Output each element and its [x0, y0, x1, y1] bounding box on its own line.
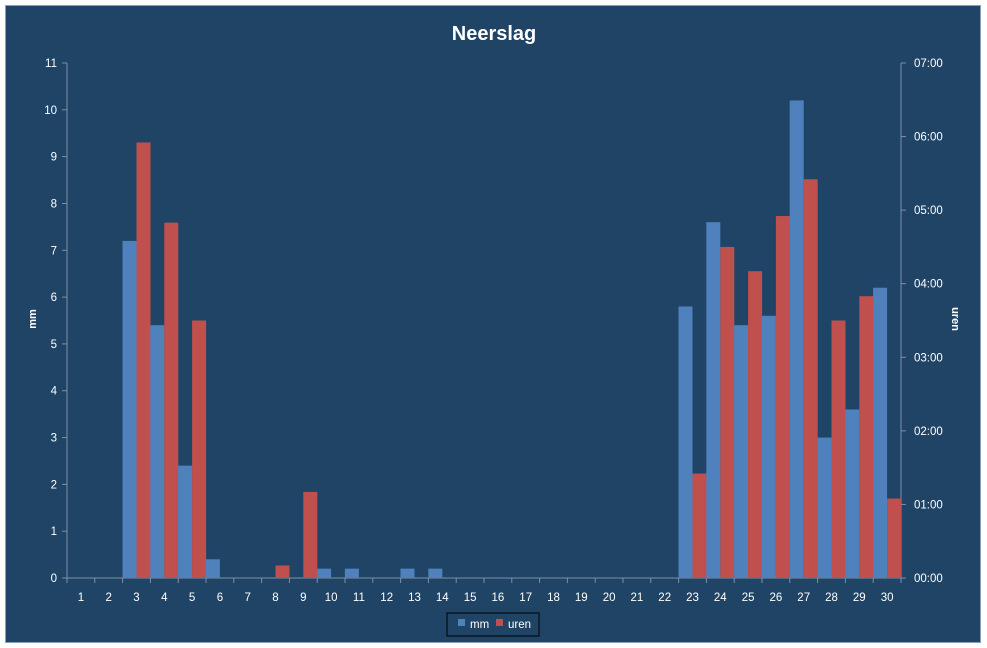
y2-tick-label: 05:00	[914, 205, 943, 217]
x-tick-label: 27	[797, 592, 810, 604]
bar-mm	[678, 306, 693, 578]
bar-mm	[845, 409, 860, 578]
bar-uren	[136, 142, 151, 578]
x-tick-label: 16	[492, 592, 505, 604]
x-tick-label: 17	[519, 592, 532, 604]
x-tick-label: 14	[436, 592, 449, 604]
bar-uren	[831, 320, 846, 578]
legend-box	[446, 612, 540, 637]
bar-mm	[150, 325, 165, 578]
y-tick-label: 10	[44, 105, 57, 117]
y-tick-label: 0	[51, 573, 57, 585]
legend: mm uren	[446, 612, 540, 637]
bar-mm	[873, 287, 888, 578]
x-tick-label: 24	[714, 592, 727, 604]
x-tick-label: 9	[300, 592, 306, 604]
legend-label-mm: mm	[470, 619, 489, 631]
x-tick-label: 30	[881, 592, 894, 604]
y-tick-label: 9	[51, 152, 57, 164]
bar-uren	[803, 179, 818, 578]
y-tick-label: 6	[51, 292, 57, 304]
chart-frame: Neerslag mm uren 0 1 2 3 4 5 6 7 8 9 10 11 00:00 01:0…	[5, 5, 981, 643]
y2-tick-label: 07:00	[914, 58, 943, 70]
x-tick-label: 26	[770, 592, 783, 604]
x-tick-label: 3	[133, 592, 139, 604]
x-tick-label: 11	[353, 592, 365, 604]
bar-mm	[317, 568, 332, 578]
legend-swatch-uren	[496, 619, 503, 626]
bar-uren	[748, 271, 763, 578]
bar-mm	[400, 568, 415, 578]
x-tick-label: 5	[189, 592, 195, 604]
bar-mm	[734, 325, 749, 578]
bar-uren	[775, 216, 790, 578]
x-tick-label: 21	[631, 592, 644, 604]
bar-mm	[428, 568, 443, 578]
y-tick-label: 7	[51, 245, 57, 257]
x-tick-label: 15	[464, 592, 477, 604]
legend-swatch-mm	[458, 619, 465, 626]
y2-tick-label: 06:00	[914, 132, 943, 144]
bar-mm	[344, 568, 359, 578]
bar-uren	[303, 491, 318, 578]
y2-tick-label: 01:00	[914, 499, 943, 511]
x-tick-label: 6	[217, 592, 223, 604]
y2-axis-title: uren	[949, 307, 961, 331]
x-tick-label: 8	[272, 592, 278, 604]
x-tick-label: 4	[161, 592, 168, 604]
x-tick-label: 22	[658, 592, 671, 604]
x-tick-label: 25	[742, 592, 755, 604]
x-tick-label: 12	[380, 592, 393, 604]
y-axis-title: mm	[27, 309, 39, 329]
bar-uren	[164, 222, 179, 578]
y-tick-label: 8	[51, 198, 57, 210]
y2-tick-label: 02:00	[914, 426, 943, 438]
bar-mm	[205, 559, 220, 578]
chart-svg: Neerslag mm uren 0123456789101100:0001:0…	[27, 23, 961, 637]
bar-uren	[887, 498, 902, 578]
y-tick-label: 1	[51, 526, 57, 538]
bar-mm	[178, 465, 193, 578]
bar-mm	[761, 315, 776, 578]
y-tick-label: 5	[51, 339, 57, 351]
y-tick-label: 11	[45, 58, 57, 70]
x-tick-label: 19	[575, 592, 588, 604]
x-tick-label: 29	[853, 592, 866, 604]
legend-label-uren: uren	[508, 619, 531, 631]
x-tick-label: 20	[603, 592, 616, 604]
y2-tick-label: 03:00	[914, 352, 943, 364]
bar-mm	[789, 100, 804, 579]
x-tick-label: 1	[78, 592, 84, 604]
bar-uren	[859, 296, 874, 578]
plot-layer: 0123456789101100:0001:0002:0003:0004:000…	[44, 58, 943, 604]
x-tick-label: 23	[686, 592, 699, 604]
y2-tick-label: 04:00	[914, 279, 943, 291]
bar-uren	[192, 320, 207, 578]
x-tick-label: 18	[547, 592, 560, 604]
y-tick-label: 3	[51, 433, 57, 445]
bar-uren	[720, 246, 735, 578]
bar-mm	[122, 240, 137, 578]
x-tick-label: 28	[825, 592, 838, 604]
y-tick-label: 2	[51, 479, 57, 491]
x-tick-label: 13	[408, 592, 421, 604]
bar-mm	[817, 437, 832, 578]
chart-title: Neerslag	[452, 23, 537, 45]
y2-tick-label: 00:00	[914, 573, 943, 585]
bar-uren	[692, 473, 707, 578]
x-tick-label: 7	[244, 592, 250, 604]
bar-mm	[706, 222, 721, 578]
bar-uren	[275, 565, 290, 578]
x-tick-label: 2	[105, 592, 111, 604]
y-tick-label: 4	[51, 386, 58, 398]
x-tick-label: 10	[325, 592, 338, 604]
